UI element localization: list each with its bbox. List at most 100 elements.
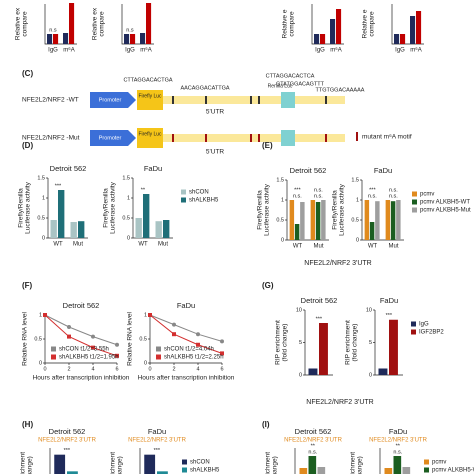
bar bbox=[54, 454, 66, 474]
bar bbox=[308, 368, 318, 375]
y-axis-label: Firefly/Renilla bbox=[257, 190, 264, 230]
x-tick-label: Mut bbox=[73, 242, 83, 248]
y-axis-label: Firefly/Renilla bbox=[18, 188, 25, 228]
y-tick-label: 1 bbox=[42, 195, 45, 201]
bar bbox=[394, 34, 400, 44]
bar bbox=[364, 200, 370, 240]
bar bbox=[144, 454, 156, 474]
chart-title: Detroit 562 bbox=[295, 427, 332, 436]
y-tick-label: 0.5 bbox=[122, 215, 130, 221]
y-tick-label: 1 bbox=[281, 197, 284, 203]
legend-swatch bbox=[424, 459, 429, 465]
significance: *** bbox=[316, 316, 323, 322]
bar bbox=[315, 202, 321, 240]
bar bbox=[130, 34, 136, 44]
motif bbox=[250, 96, 252, 104]
chart-title: Detroit 562 bbox=[50, 164, 87, 173]
legend-swatch bbox=[156, 354, 161, 360]
x-tick-label: m⁶A bbox=[410, 47, 421, 54]
y-tick-label: 1 bbox=[39, 312, 42, 318]
bar bbox=[369, 222, 375, 240]
line bbox=[44, 314, 118, 346]
chart: Relative ex compare IgG n.s m⁶A bbox=[92, 3, 154, 54]
y-axis-label: change) bbox=[272, 456, 279, 474]
bar bbox=[157, 471, 168, 474]
y-axis-label: Firefly/Renilla bbox=[103, 188, 110, 228]
x-axis-label: Hours after transcription inhibition bbox=[138, 375, 235, 382]
chart-subtitle: NFE2L2/NRF2 3'UTR bbox=[284, 438, 342, 444]
y-axis-label: enrichment bbox=[110, 452, 117, 474]
motif-sequence: CTTAGGACACTCA bbox=[266, 73, 315, 79]
bars bbox=[394, 11, 422, 44]
chart: Relative e compare IgG m⁶A bbox=[282, 4, 344, 54]
legend-swatch bbox=[51, 346, 56, 352]
construct-name: NFE2L2/NRF2 -Mut bbox=[22, 135, 80, 142]
renilla-box bbox=[281, 130, 295, 146]
marker bbox=[67, 334, 71, 339]
promoter bbox=[90, 92, 136, 108]
y-axis-label: change) bbox=[357, 456, 364, 474]
renilla-box bbox=[281, 92, 295, 108]
panel-label: (C) bbox=[22, 69, 33, 78]
y-axis-label: Relative ex bbox=[92, 7, 99, 40]
bar bbox=[416, 11, 422, 44]
bar bbox=[410, 16, 416, 44]
legend-label: pcmv ALKBH5-Mut bbox=[420, 208, 471, 214]
y-axis-label: enrichment bbox=[265, 452, 272, 474]
bar bbox=[385, 200, 391, 240]
legend-label: shCON t1/2=4.04h bbox=[164, 347, 214, 353]
bar bbox=[396, 200, 401, 240]
shared-x-label: NFE2L2/NRF2 3'UTR bbox=[304, 260, 371, 267]
legend-swatch bbox=[412, 199, 417, 205]
motif-sequence: CTTAGGACACTGA bbox=[123, 77, 172, 83]
bar bbox=[53, 34, 59, 44]
y-tick-label: 5 bbox=[299, 340, 302, 346]
marker bbox=[220, 339, 224, 344]
y-tick-label: 1 bbox=[127, 195, 130, 201]
y-tick-label: 10 bbox=[366, 307, 372, 313]
legend-label: pcmv bbox=[432, 460, 446, 466]
legend-label: pcmv ALKBH5-WT bbox=[420, 200, 470, 206]
y-axis-label: compare bbox=[369, 11, 376, 37]
x-tick-label: 2 bbox=[172, 366, 175, 372]
utr-label: 5'UTR bbox=[206, 109, 225, 116]
shared-x-label: NFE2L2/NRF2 3'UTR bbox=[306, 399, 373, 406]
y-axis-label: Relative e bbox=[282, 9, 289, 38]
chart-title: FaDu bbox=[389, 427, 407, 436]
bar bbox=[63, 33, 69, 44]
significance: n.s. bbox=[308, 449, 317, 455]
panel-label: (G) bbox=[262, 281, 274, 290]
bar bbox=[393, 456, 402, 474]
bar bbox=[67, 471, 78, 474]
firefly-label: Firefly Luc bbox=[138, 131, 162, 137]
marker bbox=[196, 332, 200, 337]
bar bbox=[378, 368, 388, 375]
x-tick-label: m⁶A bbox=[330, 47, 341, 54]
legend-label: pcmv ALKBH5-WT bbox=[432, 468, 474, 474]
bar bbox=[50, 220, 57, 238]
bar bbox=[300, 202, 305, 240]
significance: n.s. bbox=[389, 193, 398, 199]
marker bbox=[172, 322, 176, 327]
marker bbox=[148, 313, 152, 317]
marker bbox=[115, 353, 119, 358]
significance: n.s. bbox=[393, 449, 402, 455]
panel-label: (E) bbox=[262, 141, 273, 150]
bar bbox=[124, 34, 130, 44]
legend-label: IGF2BP2 bbox=[419, 330, 444, 336]
x-tick-label: m⁶A bbox=[140, 47, 151, 54]
y-tick-label: 0.5 bbox=[276, 217, 284, 223]
bar bbox=[140, 33, 146, 44]
y-axis-label: RIP enrichment bbox=[345, 320, 352, 365]
chart: Detroit 562 RIP enrichment (fold change) 0 5… bbox=[275, 296, 338, 378]
y-axis-label: (fold change) bbox=[352, 324, 359, 362]
y-tick-label: 1.5 bbox=[276, 177, 284, 183]
motif-sequence: AACAGGACATTGA bbox=[180, 85, 229, 91]
bar bbox=[70, 222, 77, 238]
wt-row: Promoter Firefly Luc bbox=[90, 90, 345, 110]
bar bbox=[402, 467, 411, 474]
line bbox=[149, 314, 223, 354]
chart-title: Detroit 562 bbox=[63, 301, 100, 310]
bars bbox=[314, 9, 342, 44]
